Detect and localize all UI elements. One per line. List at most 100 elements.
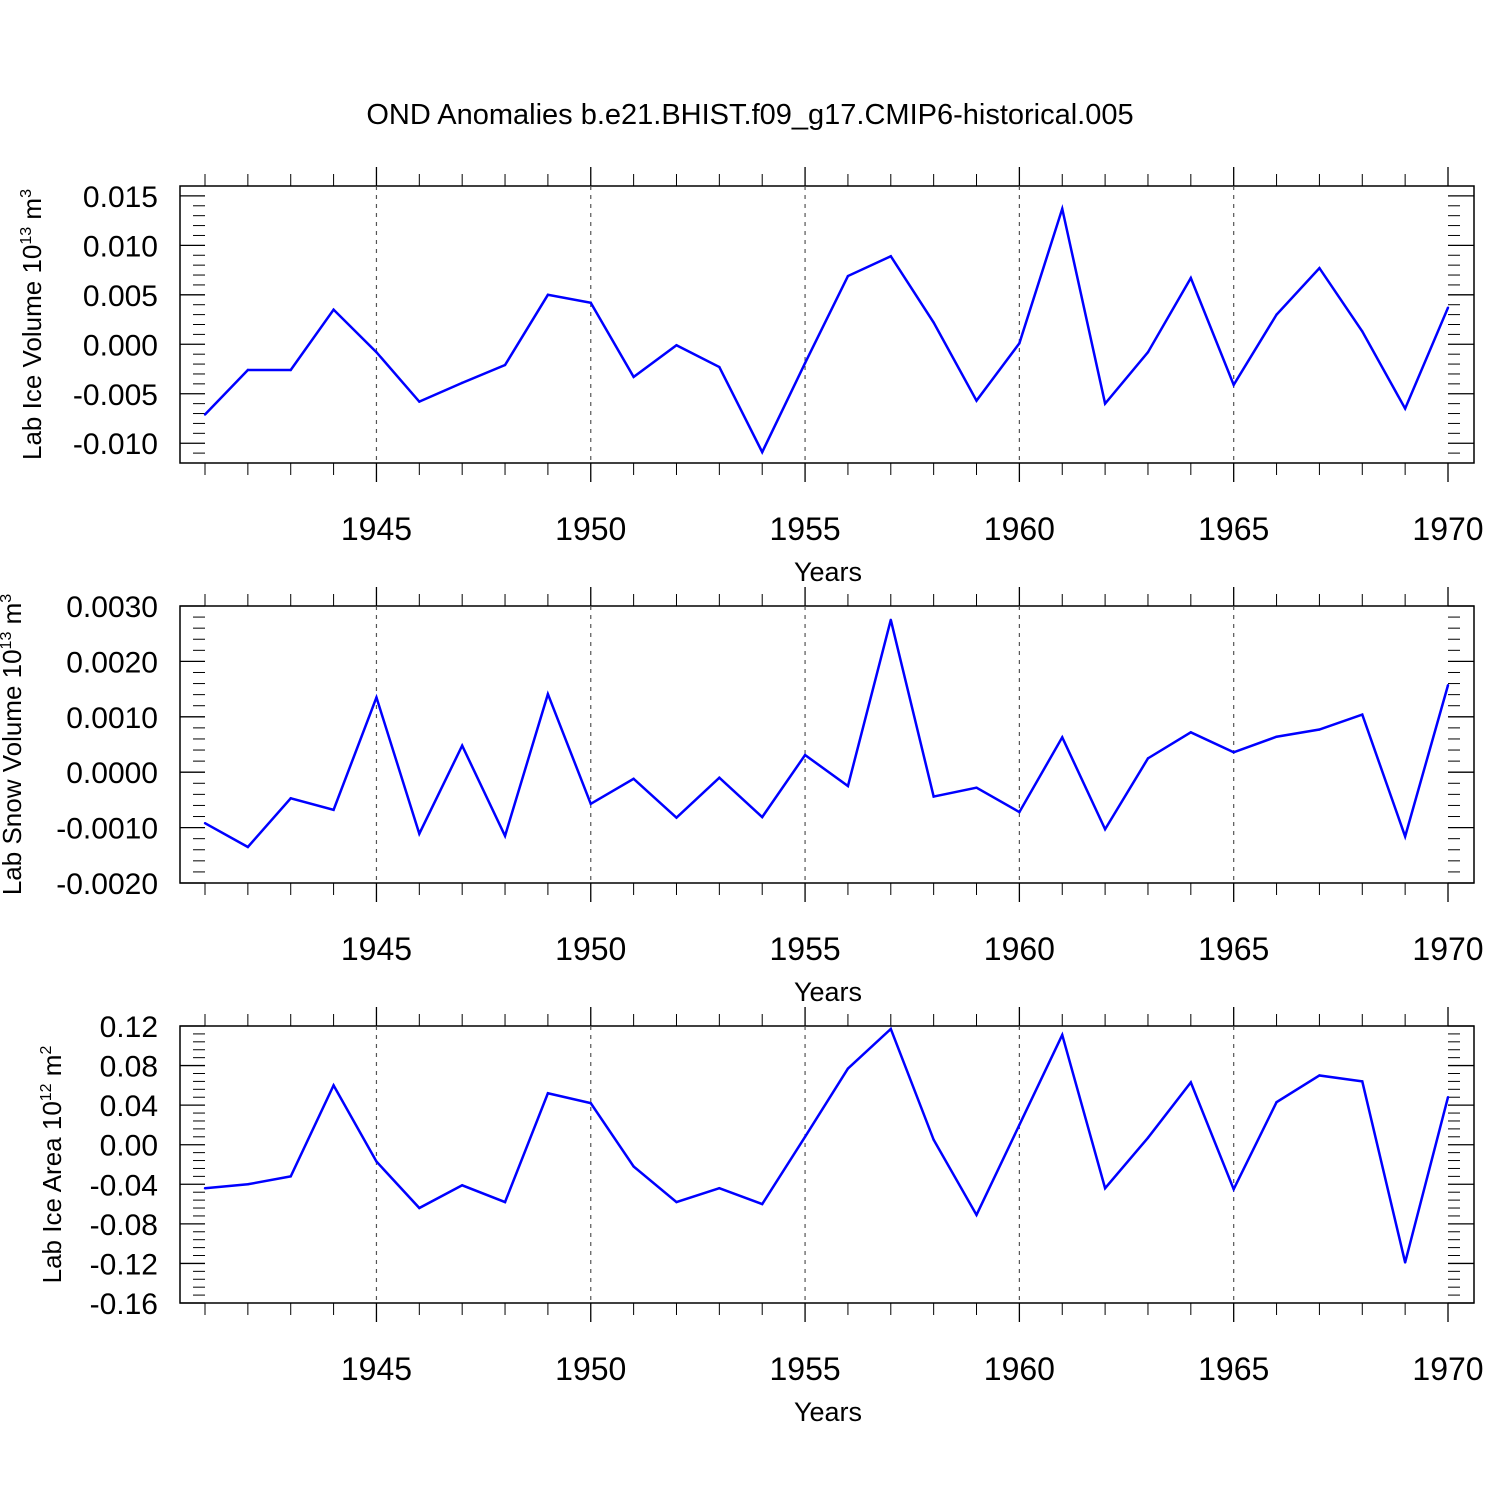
y-tick-label: -0.0010 — [56, 813, 158, 846]
y-tick-label: -0.16 — [90, 1288, 158, 1321]
x-axis-label: Years — [794, 1397, 862, 1427]
data-point — [1146, 1136, 1150, 1139]
data-point — [803, 1135, 807, 1139]
data-point — [1403, 407, 1407, 410]
data-point — [975, 1213, 978, 1217]
data-point — [761, 815, 764, 819]
data-point — [1061, 207, 1064, 210]
data-point — [1318, 1074, 1321, 1077]
data-point — [203, 413, 207, 416]
x-tick-label: 1955 — [769, 931, 840, 967]
x-tick-label: 1945 — [341, 1351, 412, 1387]
data-point — [1189, 1081, 1193, 1084]
y-tick-label: -0.0020 — [56, 868, 158, 901]
data-point — [1146, 757, 1150, 760]
data-point — [589, 301, 592, 304]
data-point — [675, 1200, 678, 1204]
data-point — [1361, 1080, 1364, 1083]
data-point — [332, 1084, 335, 1087]
data-point — [375, 696, 378, 699]
data-point — [1318, 266, 1321, 270]
y-tick-label: -0.005 — [73, 379, 158, 412]
data-point — [1103, 828, 1107, 831]
data-point — [803, 753, 807, 757]
y-tick-label: 0.00 — [100, 1130, 158, 1163]
data-point — [1103, 402, 1107, 405]
data-point — [246, 845, 250, 849]
plot-frame — [179, 1025, 1475, 1304]
data-point — [932, 795, 935, 798]
x-tick-label: 1965 — [1198, 1351, 1269, 1387]
data-point — [1189, 731, 1193, 734]
x-tick-label: 1945 — [341, 511, 412, 547]
x-tick-label: 1950 — [555, 931, 626, 967]
data-point — [1018, 1123, 1021, 1127]
x-axis-label: Years — [794, 977, 862, 1007]
x-tick-label: 1970 — [1412, 511, 1483, 547]
x-tick-label: 1955 — [769, 1351, 840, 1387]
series-line — [204, 619, 1450, 849]
y-tick-label: -0.04 — [90, 1169, 158, 1202]
data-point — [889, 618, 892, 622]
x-tick-label: 1970 — [1412, 931, 1483, 967]
data-point — [846, 1067, 850, 1070]
data-point — [846, 784, 850, 788]
panels: 1945 1950 1955 1960 1965 1970 -0.010 -0.005 0.00… — [0, 167, 1484, 1427]
data-point — [1446, 684, 1450, 687]
x-tick-label: 1965 — [1198, 511, 1269, 547]
data-point — [1232, 1188, 1235, 1191]
data-point — [632, 1165, 635, 1168]
data-point — [1146, 351, 1150, 354]
y-tick-label: -0.12 — [90, 1248, 158, 1281]
data-point — [1018, 342, 1021, 345]
chart-title: OND Anomalies b.e21.BHIST.f09_g17.CMIP6-… — [366, 99, 1133, 131]
data-point — [889, 255, 892, 258]
series-line — [204, 203, 1450, 455]
data-point — [332, 808, 335, 812]
data-point — [761, 450, 764, 454]
y-tick-label: 0.000 — [83, 329, 158, 362]
data-point — [289, 1175, 292, 1178]
data-point — [1446, 306, 1450, 309]
data-point — [503, 1200, 507, 1204]
data-point — [675, 344, 678, 347]
data-point — [1361, 713, 1364, 716]
y-axis-label: Lab Ice Area 1012 m2 — [37, 1046, 67, 1284]
x-tick-label: 1960 — [984, 511, 1055, 547]
data-point — [803, 361, 807, 365]
data-point — [546, 1092, 550, 1095]
data-point — [1189, 276, 1193, 280]
x-tick-label: 1950 — [555, 511, 626, 547]
data-point — [1232, 751, 1235, 754]
x-tick-label: 1955 — [769, 511, 840, 547]
data-point — [932, 321, 935, 324]
y-tick-label: 0.0020 — [66, 646, 158, 679]
y-tick-label: 0.010 — [83, 230, 158, 263]
data-point — [932, 1138, 935, 1141]
y-axis-label: Lab Ice Volume 1013 m3 — [17, 189, 47, 460]
y-tick-label: 0.0030 — [66, 591, 158, 624]
y-tick-label: -0.08 — [90, 1209, 158, 1242]
data-point — [1061, 736, 1064, 739]
data-point — [246, 1183, 250, 1186]
data-point — [975, 399, 978, 402]
y-tick-label: 0.04 — [100, 1090, 158, 1123]
x-tick-label: 1960 — [984, 1351, 1055, 1387]
data-point — [632, 375, 635, 379]
y-tick-label: 0.005 — [83, 280, 158, 313]
data-point — [418, 832, 421, 835]
data-point — [1361, 330, 1364, 333]
data-point — [761, 1202, 764, 1206]
x-tick-label: 1960 — [984, 931, 1055, 967]
data-point — [246, 368, 250, 372]
data-point — [375, 351, 378, 354]
y-tick-label: 0.12 — [100, 1011, 158, 1044]
data-point — [718, 365, 721, 369]
x-axis-label: Years — [794, 557, 862, 587]
data-point — [546, 293, 550, 297]
x-tick-label: 1945 — [341, 931, 412, 967]
data-point — [675, 816, 678, 819]
y-tick-label: 0.015 — [83, 181, 158, 214]
data-point — [1018, 810, 1021, 814]
